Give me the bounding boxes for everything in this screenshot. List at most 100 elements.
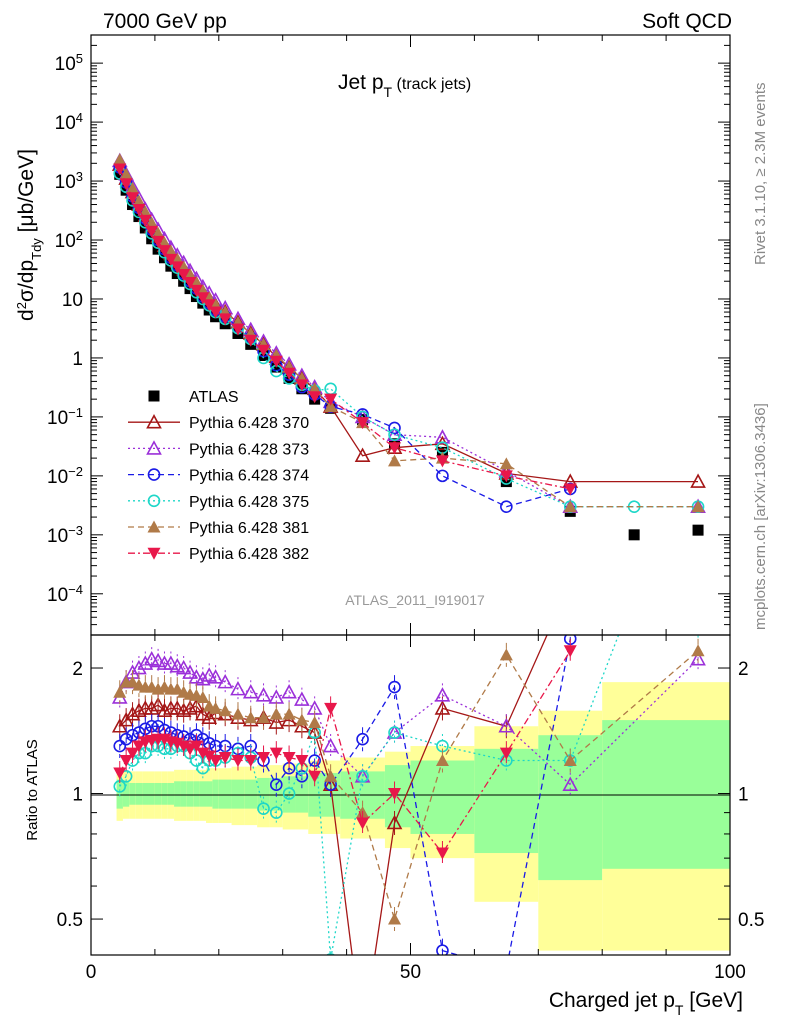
legend: ATLAS Pythia 6.428 370 Pythia 6.428 373 Pyt… (128, 389, 309, 563)
ratio-point (231, 707, 245, 720)
ratio-point (435, 847, 449, 860)
ratio-point (356, 817, 370, 830)
y-tick-label: 105 (55, 51, 83, 76)
ratio-point (693, 622, 704, 633)
ratio-point (388, 680, 401, 694)
data-point (145, 225, 159, 238)
ratio-frame (90, 634, 731, 956)
uncertainty-band-inner (218, 779, 232, 809)
data-point (202, 299, 216, 312)
data-point (132, 203, 146, 216)
ratio-point (308, 716, 322, 729)
data-point (295, 379, 309, 392)
data-point (170, 252, 184, 265)
ratio-point (124, 705, 141, 721)
ratio-point (282, 787, 296, 800)
ratio-point (119, 732, 133, 746)
data-point (196, 292, 210, 305)
series-pythia-6.428-382 (113, 163, 577, 496)
ratio-point (295, 769, 309, 783)
ratio-point (230, 680, 246, 696)
ratio-y-tick-label: 2 (738, 659, 749, 680)
series-line (119, 167, 571, 508)
data-point (132, 194, 146, 207)
legend-entry: Pythia 6.428 374 (128, 468, 309, 485)
ratio-y-tick-label: 0.5 (738, 910, 764, 931)
ratio-point (257, 802, 270, 815)
legend-label: Pythia 6.428 374 (189, 468, 309, 485)
y-tick-label: 103 (55, 169, 83, 194)
ratio-point (244, 711, 258, 724)
data-point (170, 261, 184, 274)
data-point (499, 457, 513, 470)
ratio-point (388, 912, 402, 925)
legend-entry: Pythia 6.428 381 (128, 520, 309, 537)
uncertainty-band-inner (244, 779, 258, 809)
ratio-point (629, 589, 640, 600)
data-point (628, 529, 640, 541)
ratio-point (690, 651, 706, 666)
data-point (692, 524, 704, 536)
ratio-panel: 0.5 0.5 1 1 2 2 0 50 100 (57, 589, 764, 983)
header-right: Soft QCD (642, 10, 732, 33)
data-point (189, 284, 203, 297)
ratio-point (113, 767, 127, 780)
ratio-series-pythia-6.428-381 (113, 638, 705, 932)
data-point (499, 470, 513, 483)
legend-marker (146, 440, 162, 455)
legend-entry: Pythia 6.428 373 (128, 440, 309, 458)
data-point (257, 344, 271, 357)
ratio-point (308, 770, 322, 783)
series-line (119, 168, 571, 490)
ratio-point (209, 701, 223, 714)
uncertainty-band-inner (122, 781, 130, 807)
data-point (231, 323, 245, 336)
ratio-point (156, 702, 173, 718)
ratio-point (386, 814, 403, 830)
data-point (183, 277, 197, 290)
uncertainty-band-inner (129, 782, 136, 805)
legend-label: ATLAS (189, 389, 239, 406)
series-pythia-6.428-375 (113, 167, 705, 513)
data-point (133, 211, 145, 223)
ratio-point (435, 754, 449, 767)
ratio-point (131, 702, 147, 718)
header-left: 7000 GeV pp (103, 10, 227, 33)
ratio-point (218, 752, 232, 765)
ratio-point (201, 667, 218, 682)
uncertainty-band-inner (193, 781, 200, 807)
data-point (164, 244, 178, 257)
uncertainty-band-inner (257, 777, 270, 811)
x-tick-label: 0 (86, 962, 97, 983)
data-point (388, 421, 401, 435)
ratio-point (209, 755, 223, 768)
ratio-point (498, 718, 515, 733)
y-tick-label: 10−4 (47, 581, 83, 606)
y-tick-label: 1 (72, 349, 83, 370)
x-axis-label: Charged jet pT [GeV] (549, 989, 743, 1018)
data-point (164, 253, 178, 266)
ratio-point (270, 778, 283, 792)
ratio-y-tick-label: 1 (72, 785, 83, 806)
ratio-point (113, 739, 127, 753)
ratio-point (255, 687, 272, 702)
data-point (152, 243, 164, 255)
data-point (119, 178, 133, 191)
uncertainty-band-inner (167, 782, 175, 805)
uncertainty-band-inner (161, 782, 168, 805)
uncertainty-band-inner (154, 782, 162, 805)
ratio-point (257, 711, 271, 724)
data-point (269, 355, 283, 368)
ratio-point (244, 755, 258, 768)
ratio-point (436, 944, 449, 955)
legend-marker (147, 520, 161, 533)
ratio-point (356, 769, 369, 783)
uncertainty-band-inner (199, 781, 207, 807)
y-tick-label: 10−2 (47, 463, 83, 488)
ratio-point (356, 732, 369, 746)
uncertainty-band-inner (186, 781, 194, 807)
data-point (244, 334, 258, 347)
data-point (563, 483, 577, 496)
ratio-point (322, 737, 339, 753)
ratio-point (137, 655, 154, 670)
